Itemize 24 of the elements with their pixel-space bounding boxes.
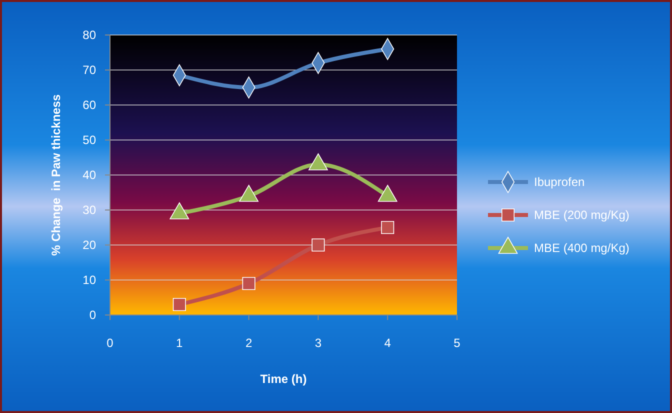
- y-axis-title: % Change in Paw thickness: [49, 94, 63, 256]
- y-tick-label: 60: [82, 98, 96, 112]
- x-tick-label: 3: [314, 336, 322, 350]
- y-tick-label: 20: [82, 238, 96, 252]
- x-tick-label: 5: [454, 336, 461, 350]
- x-tick-label: 1: [176, 336, 184, 350]
- y-tick-label: 70: [82, 63, 96, 77]
- x-tick-label: 4: [384, 336, 392, 350]
- y-tick-label: 0: [89, 308, 96, 322]
- point: [312, 238, 325, 252]
- legend-label: MBE (200 mg/Kg): [534, 208, 630, 222]
- y-tick-label: 80: [82, 28, 96, 42]
- x-tick-label: 0: [106, 336, 114, 350]
- x-tick-label: 2: [245, 336, 252, 350]
- y-tick-label: 30: [82, 203, 96, 217]
- y-tick-label: 10: [82, 273, 96, 287]
- y-tick-label: 40: [82, 168, 96, 182]
- legend-label: Ibuprofen: [534, 175, 585, 189]
- y-tick-label: 50: [82, 133, 96, 147]
- x-axis-title: Time (h): [260, 372, 307, 386]
- point: [381, 220, 394, 234]
- point: [242, 276, 256, 290]
- point: [172, 298, 186, 312]
- legend-label: MBE (400 mg/Kg): [534, 241, 630, 255]
